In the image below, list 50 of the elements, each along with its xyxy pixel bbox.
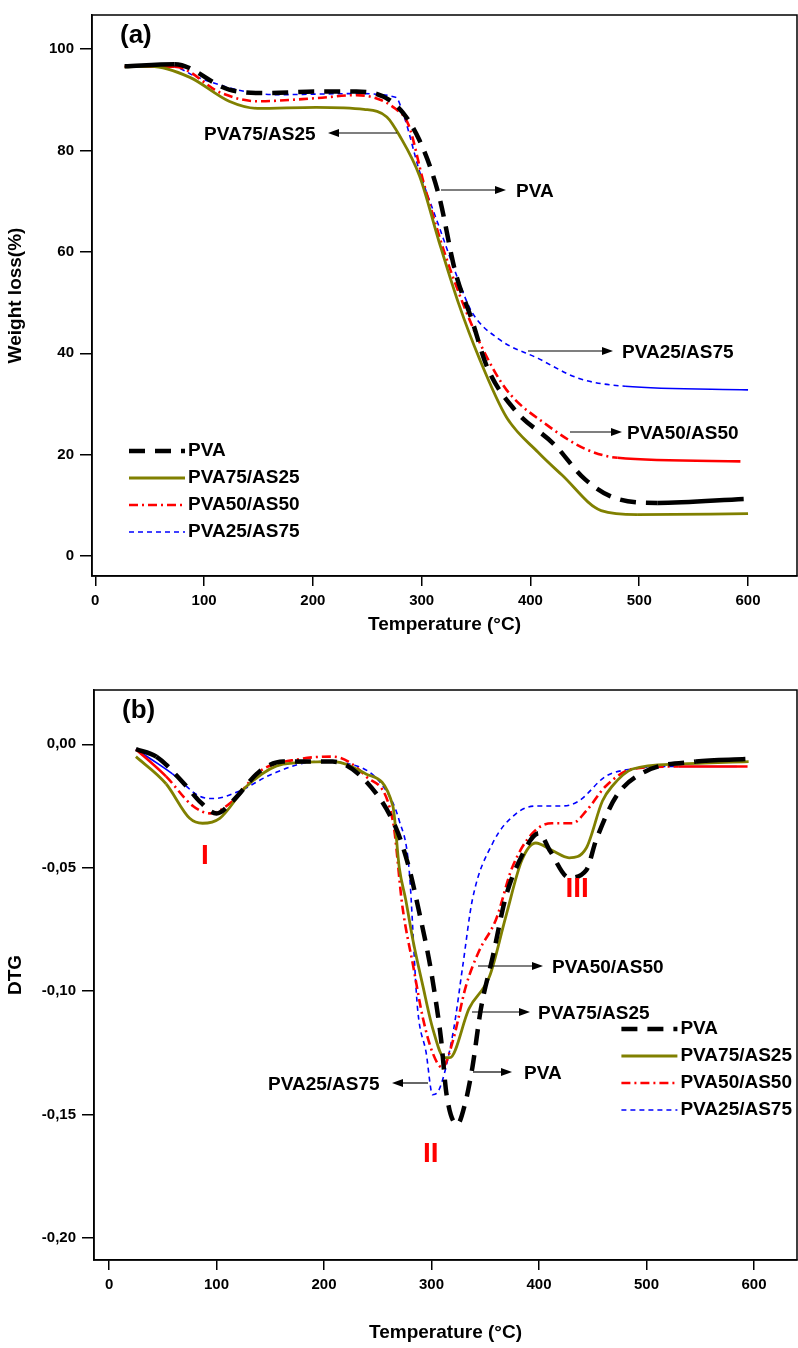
y-tick-label: 40: [57, 343, 74, 361]
y-tick-label: -0,20: [41, 1227, 76, 1245]
legend-label: PVA50/AS50: [680, 1071, 793, 1093]
annotation: PVA50/AS50: [552, 955, 664, 977]
annotation: II: [423, 1137, 439, 1168]
x-tick-label: 200: [300, 591, 326, 609]
chart-title: (b): [122, 694, 156, 725]
y-tick-label: 20: [57, 444, 74, 462]
x-tick-label: 400: [526, 1275, 552, 1293]
x-tick-label: 600: [735, 591, 761, 609]
y-tick-label: 80: [57, 140, 74, 158]
x-axis-title: Temperature (°C): [368, 612, 521, 634]
annotation: PVA25/AS75: [268, 1072, 380, 1094]
y-tick-label: -0,15: [41, 1104, 76, 1122]
y-tick-label: -0,10: [41, 981, 76, 999]
x-tick-label: 0: [91, 591, 100, 609]
x-tick-label: 300: [419, 1275, 445, 1293]
x-tick-label: 600: [741, 1275, 767, 1293]
x-tick-label: 100: [204, 1275, 230, 1293]
y-tick-label: 100: [48, 39, 74, 57]
y-axis-title: DTG: [3, 954, 25, 996]
x-tick-label: 500: [634, 1275, 660, 1293]
annotation: I: [201, 839, 209, 870]
x-tick-label: 200: [311, 1275, 337, 1293]
legend-label: PVA: [188, 439, 226, 461]
legend-label: PVA25/AS75: [188, 520, 301, 542]
x-tick-label: 100: [191, 591, 217, 609]
annotation: III: [565, 872, 589, 903]
legend-label: PVA75/AS25: [680, 1044, 793, 1066]
legend-label: PVA75/AS25: [188, 466, 301, 488]
y-tick-label: -0,05: [41, 857, 76, 875]
x-axis-title: Temperature (°C): [369, 1320, 522, 1342]
annotation: PVA25/AS75: [622, 340, 734, 362]
x-tick-label: 400: [517, 591, 543, 609]
x-tick-label: 300: [409, 591, 435, 609]
chart-title: (a): [120, 19, 152, 50]
legend-label: PVA25/AS75: [680, 1098, 793, 1120]
legend-label: PVA: [680, 1017, 719, 1039]
x-tick-label: 0: [104, 1275, 114, 1293]
legend-label: PVA50/AS50: [188, 493, 300, 515]
annotation: PVA75/AS25: [538, 1001, 650, 1023]
annotation: PVA50/AS50: [627, 421, 739, 443]
y-tick-label: 0,00: [46, 734, 76, 752]
annotation: PVA: [524, 1061, 562, 1083]
x-tick-label: 500: [626, 591, 652, 609]
y-axis-title: Weight loss(%): [3, 227, 25, 364]
annotation: PVA: [516, 179, 554, 201]
y-tick-label: 0: [65, 546, 74, 564]
y-tick-label: 60: [57, 242, 74, 260]
annotation: PVA75/AS25: [204, 122, 316, 144]
